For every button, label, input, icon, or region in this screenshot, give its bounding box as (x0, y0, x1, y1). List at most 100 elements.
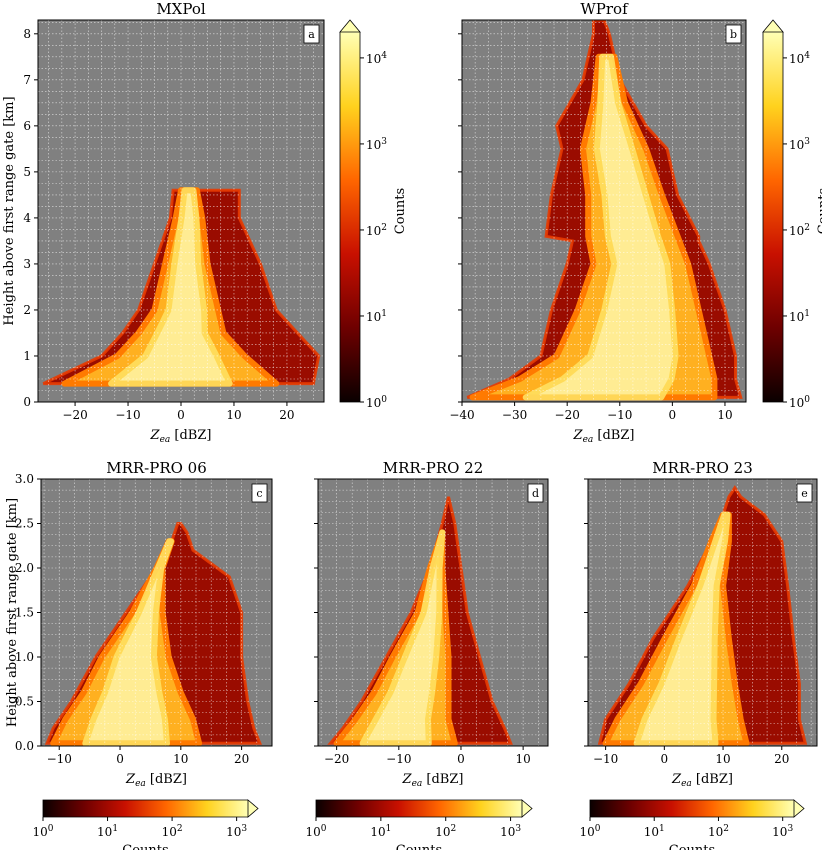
panel-letter: c (256, 487, 262, 500)
colorbar-a: 100 101 102 103 104 Counts (339, 19, 408, 410)
panel-e: −10 0 10 20 MRR-PRO 23 e Zea [dBZ] (584, 459, 818, 789)
counts-edge (327, 496, 513, 745)
x-tick-label: 10 (715, 752, 730, 766)
panel-letter: e (801, 487, 808, 500)
y-tick-label: 2.0 (15, 561, 34, 575)
y-tick-label: 2 (23, 303, 31, 317)
counts-peak (82, 538, 174, 746)
panel-c: −10 0 10 20 0.0 0.5 1.0 1.5 2.0 2.5 3.0 MRR-PRO 06 c… (5, 459, 273, 789)
colorbar-tick-label: 102 (162, 824, 183, 839)
colorbar-gradient (316, 800, 522, 817)
grid (461, 20, 746, 403)
x-tick-label: −10 (47, 752, 72, 766)
colorbar-tick-label: 104 (366, 51, 387, 66)
panel-letter: a (308, 28, 315, 41)
panel-letter-box (251, 483, 268, 503)
x-tick-label: 20 (279, 408, 294, 422)
colorbar-tick-label: 101 (370, 824, 391, 839)
x-tick-label: 20 (234, 752, 249, 766)
colorbar-gradient (340, 32, 360, 402)
panel-letter-box (527, 483, 544, 503)
colorbar-label: Counts (669, 843, 715, 850)
x-tick-label: −20 (324, 752, 349, 766)
x-tick-label: −10 (593, 752, 618, 766)
counts-edge (466, 20, 743, 399)
x-tick-label: 0 (457, 752, 465, 766)
x-axis-label: Zea [dBZ] (671, 772, 733, 789)
panel-letter: b (730, 28, 737, 41)
y-tick-label: 4 (23, 211, 31, 225)
colorbar-tick-label: 100 (32, 824, 53, 839)
colorbar-c: 100 101 102 103 Counts (32, 799, 259, 850)
x-axis-label: Zea [dBZ] (402, 772, 464, 789)
colorbar-tick-label: 103 (772, 824, 793, 839)
x-tick-label: −10 (386, 752, 411, 766)
counts-peak (633, 511, 731, 746)
counts-peak (359, 529, 446, 746)
panel-title: MXPol (156, 0, 206, 18)
x-tick-label: 0 (669, 408, 677, 422)
x-tick-label: −20 (555, 408, 580, 422)
colorbar-tick-label: 100 (789, 395, 810, 410)
grid (318, 478, 548, 747)
colorbar-label: Counts (122, 843, 168, 850)
y-tick-label: 7 (23, 73, 31, 87)
colorbar-tick-label: 103 (366, 137, 387, 152)
x-axis-label: Zea [dBZ] (150, 428, 212, 445)
panel-letter-box (725, 24, 742, 44)
colorbar-gradient (763, 32, 783, 402)
panel-title: MRR-PRO 06 (106, 459, 207, 477)
colorbar-tick-label: 102 (435, 824, 456, 839)
colorbar-tick-label: 101 (789, 309, 810, 324)
colorbar-gradient (43, 800, 248, 817)
panel-d: −20 −10 0 10 MRR-PRO 22 d Zea [dBZ] (314, 459, 549, 789)
colorbar-label: Counts (396, 843, 442, 850)
x-tick-label: −10 (607, 408, 632, 422)
panel-b: −40 −30 −20 −10 0 10 WProf b Zea [dBZ] (449, 0, 747, 445)
y-axis-label: Height above first range gate [km] (5, 498, 20, 727)
colorbar-label: Counts (393, 188, 408, 234)
colorbar-tick-label: 103 (226, 824, 247, 839)
counts-peak (522, 53, 679, 401)
colorbar-d: 100 101 102 103 Counts (305, 799, 533, 850)
y-axis-label: Height above first range gate [km] (2, 96, 17, 325)
x-tick-label: 0 (116, 752, 124, 766)
colorbar-tick-label: 101 (644, 824, 665, 839)
x-tick-label: 10 (226, 408, 241, 422)
y-tick-label: 0.0 (15, 739, 34, 753)
y-tick-label: 3.0 (15, 472, 34, 486)
panel-title: MRR-PRO 22 (383, 459, 484, 477)
y-tick-label: 5 (23, 165, 31, 179)
colorbar-tick-label: 102 (366, 223, 387, 238)
colorbar-b: 100 101 102 103 104 Counts (762, 19, 822, 410)
colorbar-tick-label: 101 (366, 309, 387, 324)
colorbar-extend-arrow (521, 799, 533, 818)
colorbar-tick-label: 100 (305, 824, 326, 839)
colorbar-label: Counts (816, 188, 822, 234)
colorbar-tick-label: 102 (789, 223, 810, 238)
colorbar-extend-arrow (247, 799, 259, 818)
colorbar-extend-arrow (339, 19, 361, 33)
y-tick-label: 1.5 (15, 606, 34, 620)
x-tick-label: 0 (177, 408, 185, 422)
counts-edge (597, 485, 808, 745)
panel-title: MRR-PRO 23 (652, 459, 753, 477)
colorbar-tick-label: 104 (789, 51, 810, 66)
x-tick-label: 20 (774, 752, 789, 766)
y-tick-label: 0.5 (15, 695, 34, 709)
panel-letter-box (303, 24, 320, 44)
counts-peak (108, 187, 233, 387)
colorbar-tick-label: 100 (579, 824, 600, 839)
colorbar-e: 100 101 102 103 Counts (579, 799, 805, 850)
colorbar-extend-arrow (762, 19, 784, 33)
x-tick-label: 0 (661, 752, 669, 766)
x-axis-label: Zea [dBZ] (573, 428, 635, 445)
colorbar-gradient (590, 800, 794, 817)
y-tick-label: 1 (23, 349, 31, 363)
x-tick-label: −30 (502, 408, 527, 422)
y-tick-label: 0 (23, 395, 31, 409)
y-tick-label: 1.0 (15, 650, 34, 664)
panel-title: WProf (580, 0, 629, 18)
colorbar-tick-label: 103 (500, 824, 521, 839)
